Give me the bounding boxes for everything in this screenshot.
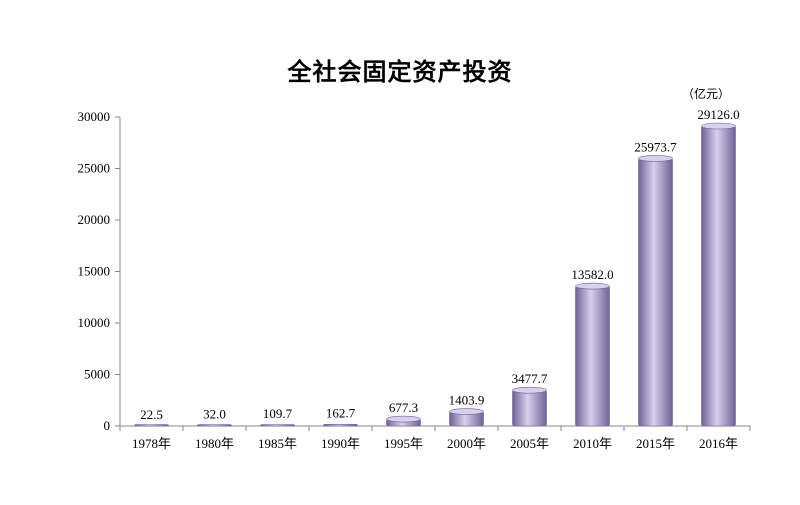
chart-title: 全社会固定资产投资: [287, 57, 513, 86]
bar-cap-7: [575, 282, 610, 290]
data-label-3: 162.7: [326, 405, 356, 420]
data-label-8: 25973.7: [634, 139, 677, 154]
bar-0: [134, 424, 169, 427]
bar-1: [197, 424, 232, 427]
y-tick-label: 15000: [78, 264, 111, 279]
y-tick-label: 10000: [78, 315, 111, 330]
bar-cap-9: [701, 122, 736, 130]
y-tick-label: 20000: [78, 212, 111, 227]
unit-label: （亿元）: [682, 86, 730, 101]
x-tick-label: 2016年: [699, 436, 738, 451]
data-label-0: 22.5: [140, 407, 163, 422]
axes: 0 5000 10000 15000 20000 25000 30000: [78, 109, 751, 433]
bar-8: [638, 158, 673, 427]
x-tick-label: 1995年: [384, 436, 423, 451]
data-label-7: 13582.0: [571, 267, 613, 282]
y-tick-label: 5000: [84, 367, 110, 382]
data-label-9: 29126.0: [697, 107, 739, 122]
bar-7: [575, 285, 610, 427]
data-labels: 22.5 1978年 32.0 1980年 109.7 1985年 162.7 1990年 67…: [132, 107, 740, 451]
bar-3: [323, 424, 358, 427]
bar-6: [512, 389, 547, 427]
x-tick-label: 2015年: [636, 436, 675, 451]
y-tick-label: 30000: [78, 109, 111, 124]
data-label-5: 1403.9: [449, 393, 485, 408]
data-label-4: 677.3: [389, 400, 418, 415]
y-tick-label: 25000: [78, 161, 111, 176]
x-tick-label: 2005年: [510, 436, 549, 451]
data-label-6: 3477.7: [512, 371, 548, 386]
bar-cap-8: [638, 155, 673, 162]
data-label-1: 32.0: [203, 407, 226, 422]
bar-cap-5: [449, 408, 484, 415]
bar-2: [260, 424, 295, 427]
x-tick-label: 1985年: [258, 436, 297, 451]
bars: [134, 122, 736, 427]
bar-cap-4: [386, 415, 421, 423]
x-tick-label: 1980年: [195, 436, 234, 451]
bar-cap-6: [512, 386, 547, 394]
x-tick-label: 2000年: [447, 436, 486, 451]
x-tick-label: 1990年: [321, 436, 360, 451]
x-tick-label: 1978年: [132, 436, 171, 451]
bar-9: [701, 125, 736, 427]
x-tick-label: 2010年: [573, 436, 612, 451]
data-label-2: 109.7: [263, 406, 293, 421]
y-tick-label: 0: [104, 418, 111, 433]
